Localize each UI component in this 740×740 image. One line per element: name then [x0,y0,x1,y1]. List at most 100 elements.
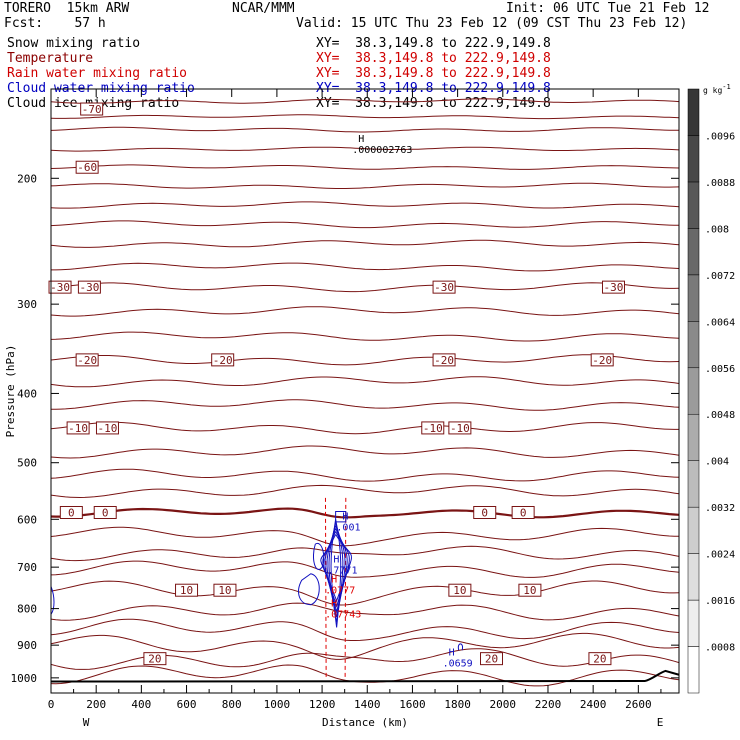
institution: NCAR/MMM [232,1,295,16]
colorbar-tick-label: .008 [705,224,729,235]
colorbar-tick-label: .0016 [705,596,735,607]
extremum-value: .0659 [443,658,473,669]
isotherm-line [51,262,680,272]
isotherm-label: 0 [68,506,75,519]
colorbar-tick-label: .0032 [705,503,735,514]
y-tick-label: 200 [17,172,37,185]
isotherm-label-bg [175,583,199,597]
isotherm-line [50,618,680,641]
colorbar: .0096 .0088 .008 .0072 .0064 .0056 .0048 .004 .0… [687,83,735,694]
y-tick-label: 800 [17,603,37,616]
isotherm-label-bg [211,353,235,367]
isotherm-label: 0 [520,506,527,519]
isotherm-line [50,282,680,293]
isotherm-label: 0 [481,506,488,519]
isotherm-label: -70 [82,103,102,116]
legend-xy-cloud-ice: XY= 38.3,149.8 to 222.9,149.8 [316,96,551,111]
cloud-ice-contour [335,510,347,523]
extremum-value: .07743 [325,610,361,621]
isotherm-line [51,399,680,411]
colorbar-band [687,321,700,369]
isotherm-line [50,484,680,499]
x-tick-label: 200 [86,698,106,711]
isotherm-label: -30 [434,281,454,294]
isotherm-line [50,632,680,660]
isotherm-label-bg [48,280,72,294]
isotherm-label-bg [588,652,612,666]
isotherm-label: -20 [434,354,454,367]
colorbar-tick-label: .0064 [705,317,735,328]
x-tick-label: 1400 [354,698,381,711]
y-tick-label: 400 [17,387,37,400]
extremum-marker: H [331,599,337,610]
cloud-water-contour [322,531,350,608]
colorbar-tick-label: .0056 [705,364,735,375]
isotherm-label-bg [448,421,472,435]
cloud-water-contour [330,519,342,628]
valid-time: Valid: 15 UTC Thu 23 Feb 12 (09 CST Thu … [296,16,688,31]
isotherm-line [50,164,680,170]
colorbar-tick-label: .0008 [705,643,735,654]
legend-label-snow: Snow mixing ratio [7,36,141,51]
legend-xy-temperature: XY= 38.3,149.8 to 222.9,149.8 [316,51,551,66]
isotherm-label: -30 [604,281,624,294]
isotherm-label-bg [80,102,104,116]
terrain-line [50,669,680,683]
cloud-water-contours [50,510,464,651]
x-axis-title: Distance (km) [322,716,408,729]
colorbar-tick-label: .0096 [705,131,735,142]
plot-frame [50,88,680,694]
extremum-value: .7771 [327,566,357,577]
isotherm-line [50,376,680,388]
isotherm-label-bg [93,505,117,519]
isotherm-label-bg [473,505,497,519]
cloud-water-contour [50,586,55,615]
rain-contour-left [324,497,327,678]
isotherm-label: 20 [593,653,606,666]
x-tick-label: 0 [48,698,55,711]
isotherm-label-bg [75,160,99,174]
isotherm-label-bg [66,421,90,435]
isotherm-label: 20 [148,653,161,666]
isotherm-label-bg [143,652,167,666]
isotherm-label-bg [518,583,542,597]
cloud-water-contour [324,528,348,614]
isotherm-line [50,545,680,562]
colorbar-band [687,228,700,276]
isotherm-label-bg [448,583,472,597]
isotherm-line [50,220,680,229]
isotherm-label: 10 [180,584,193,597]
surface-line [50,669,680,683]
y-tick-label: 700 [17,561,37,574]
x-tick-label: 1600 [399,698,426,711]
isotherm-line [50,602,680,621]
isotherm-line [50,468,680,482]
x-tick-label: 2200 [535,698,562,711]
isotherm-label-bg [59,505,83,519]
extremum-marker: H [342,511,348,522]
temperature-contours [48,98,680,687]
colorbar-band [687,413,700,461]
isotherm-line [50,580,680,606]
x-tick-label: 600 [177,698,197,711]
isotherm-label: -10 [423,422,443,435]
isotherm-label-bg [77,280,101,294]
y-tick-label: 900 [17,639,37,652]
extremum-marker: H [331,574,337,585]
isotherm-line [50,201,680,209]
isotherm-line [50,354,680,366]
colorbar-band [687,506,700,554]
isotherm-label-bg [95,421,119,435]
forecast-hour: Fcst: 57 h [4,16,106,31]
isotherm-label: -20 [592,354,612,367]
isotherm-label: -30 [50,281,70,294]
rain-contour-right [344,497,347,678]
x-tick-label: 1000 [264,698,291,711]
x-tick-label: 400 [131,698,151,711]
isotherm-label-bg [432,353,456,367]
isotherm-line [50,560,680,578]
x-tick-label: 800 [222,698,242,711]
cloud-water-contour [457,643,464,651]
isotherm-label: -10 [98,422,118,435]
